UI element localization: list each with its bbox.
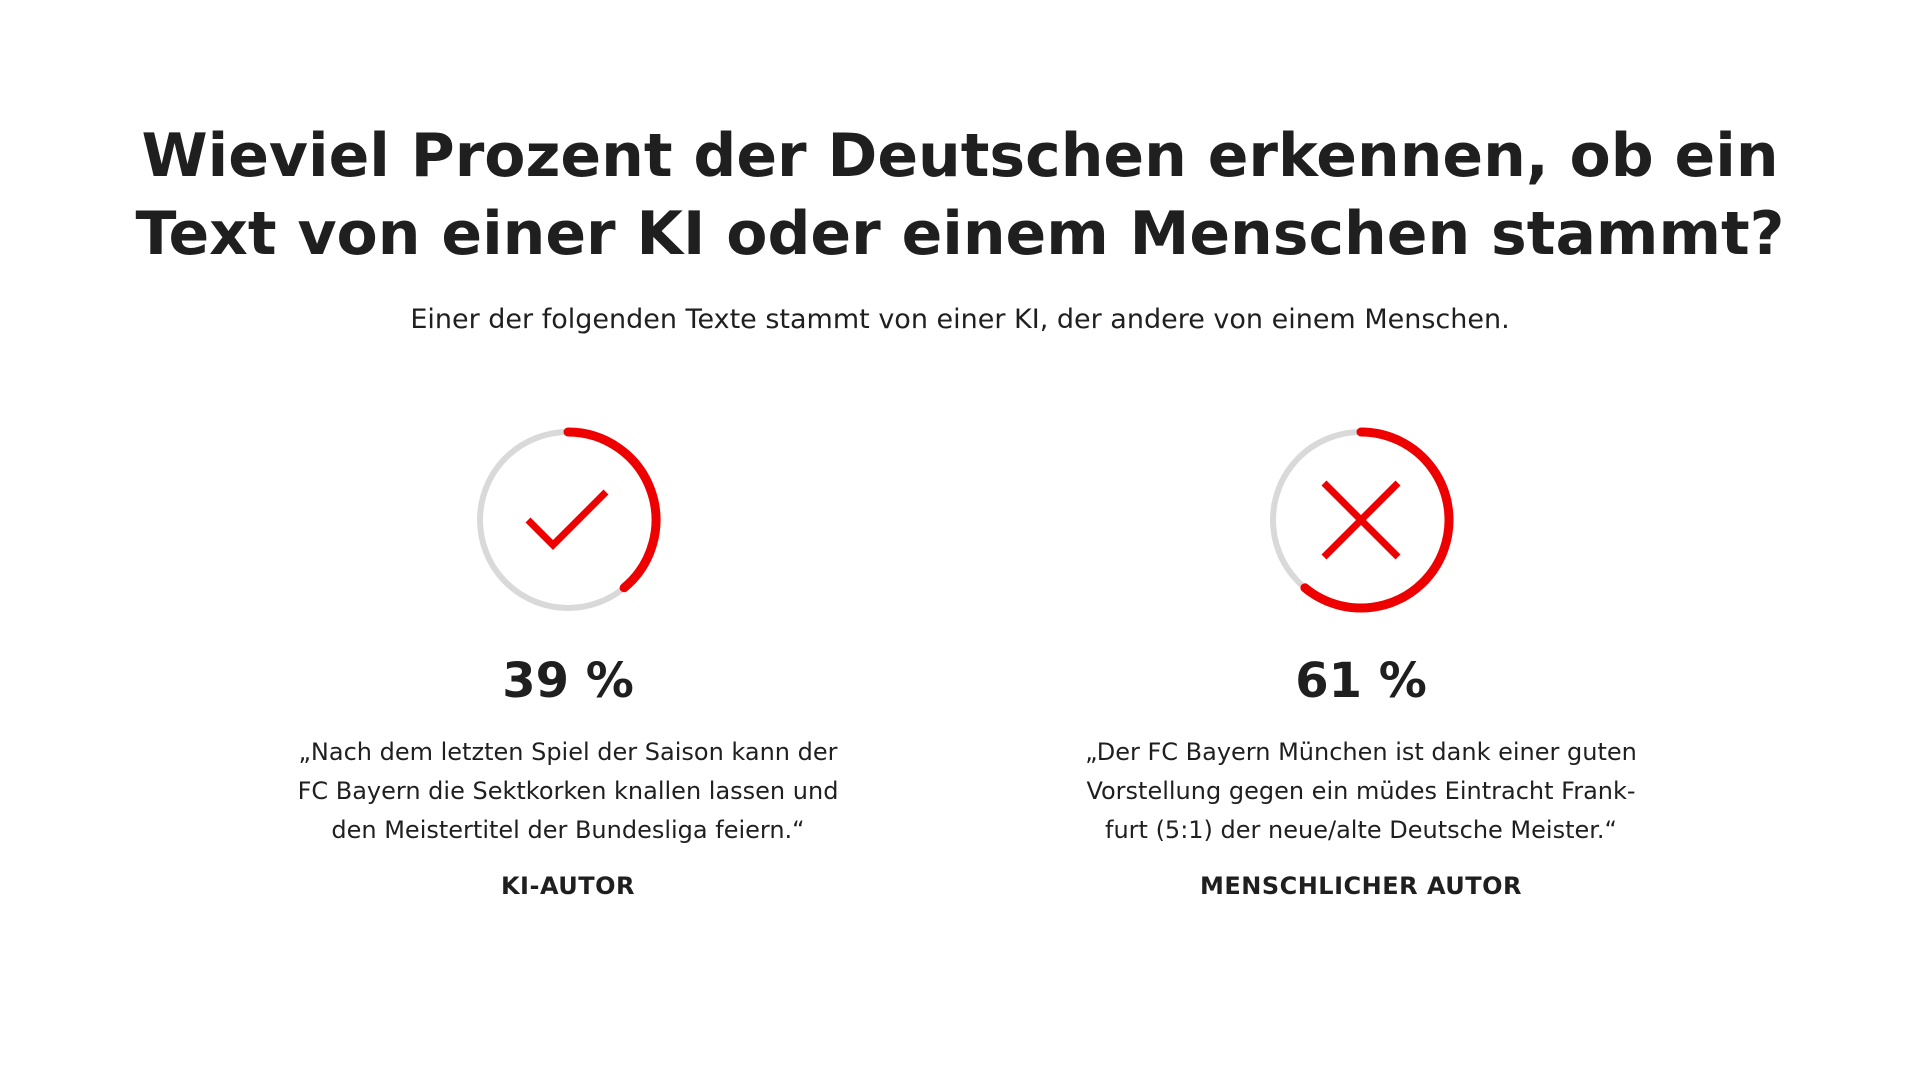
subtitle: Einer der folgenden Texte stammt von ein… bbox=[410, 304, 1510, 335]
quote-human-line-1: „Der FC Bayern München ist dank einer gu… bbox=[1085, 738, 1637, 766]
quote-ki-line-2: FC Bayern die Sektkorken knallen lassen … bbox=[297, 777, 839, 805]
quote-human-line-2: Vorstellung gegen ein müdes Eintracht Fr… bbox=[1086, 777, 1636, 805]
gauge-arc-ki bbox=[563, 427, 661, 593]
page-title: Wieviel Prozent der Deutschen erkennen, … bbox=[0, 117, 1920, 273]
quote-ki-line-1: „Nach dem letzten Spiel der Saison kann … bbox=[298, 738, 838, 766]
author-label-human: MENSCHLICHER AUTOR bbox=[1199, 872, 1523, 900]
percent-ki: 39 % bbox=[502, 653, 634, 709]
title-line-2: Text von einer KI oder einem Menschen st… bbox=[135, 199, 1785, 269]
quote-ki: „Nach dem letzten Spiel der Saison kann … bbox=[238, 733, 898, 850]
result-panel-ki: 39 % „Nach dem letzten Spiel der Saison … bbox=[218, 425, 918, 902]
result-panel-human: 61 % „Der FC Bayern München ist dank ein… bbox=[1011, 425, 1711, 902]
gauge-arc-human bbox=[1300, 427, 1454, 613]
author-label-ki: KI-AUTOR bbox=[500, 872, 636, 900]
quote-ki-line-3: den Meistertitel der Bundesliga feiern.“ bbox=[331, 816, 805, 844]
gauge-ki bbox=[477, 427, 661, 611]
check-icon bbox=[525, 489, 609, 550]
quote-human-line-3: furt (5:1) der neue/alte Deutsche Meiste… bbox=[1105, 816, 1617, 844]
cross-icon bbox=[1321, 480, 1401, 560]
percent-human: 61 % bbox=[1295, 653, 1427, 709]
title-line-1: Wieviel Prozent der Deutschen erkennen, … bbox=[141, 121, 1779, 191]
quote-human: „Der FC Bayern München ist dank einer gu… bbox=[1031, 733, 1691, 850]
gauge-human bbox=[1270, 427, 1454, 613]
